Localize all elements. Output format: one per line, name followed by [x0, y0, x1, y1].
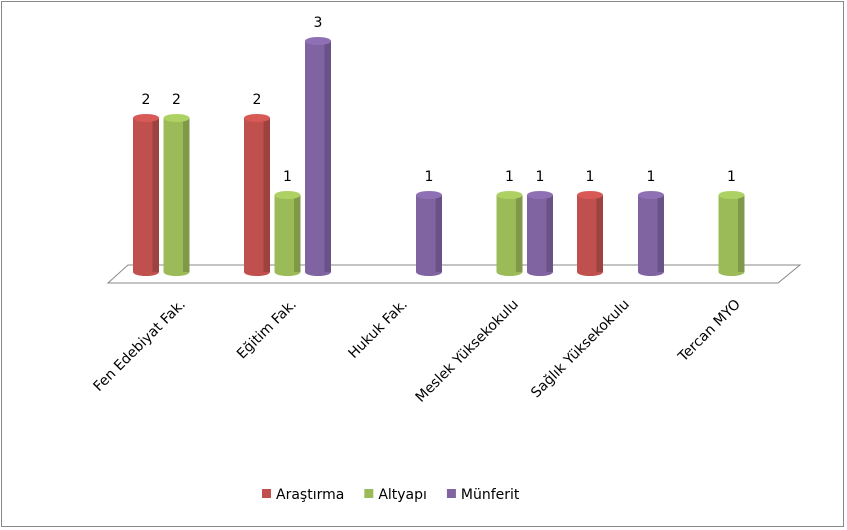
data-label: 2	[142, 92, 151, 108]
bar	[163, 114, 190, 276]
data-label: 1	[647, 169, 656, 185]
bar-part	[324, 41, 331, 272]
bar	[305, 37, 331, 276]
bar-part	[516, 195, 523, 272]
data-label: 1	[727, 169, 736, 185]
bar-part	[263, 118, 270, 272]
data-label: 1	[283, 169, 292, 185]
bar	[416, 191, 442, 276]
bar	[527, 191, 553, 276]
floor	[106, 264, 802, 284]
data-label: 1	[425, 169, 434, 185]
bar	[496, 191, 523, 276]
bar	[133, 114, 159, 276]
legend-label: Münferit	[461, 487, 520, 503]
bar	[274, 191, 301, 276]
bar-part	[416, 191, 442, 199]
data-label: 1	[536, 169, 545, 185]
bar	[244, 114, 270, 276]
bar-part	[657, 195, 664, 272]
bar-part	[163, 114, 190, 122]
bar-part	[435, 195, 442, 272]
legend-label: Altyapı	[378, 487, 427, 503]
bar	[718, 191, 745, 276]
data-label: 1	[586, 169, 595, 185]
bar-part	[738, 195, 745, 272]
legend-swatch	[262, 489, 271, 498]
data-label: 3	[314, 15, 323, 31]
legend-swatch	[364, 489, 374, 498]
data-label: 1	[505, 169, 514, 185]
bar-part	[596, 195, 603, 272]
bar-part	[546, 195, 553, 272]
bar-part	[244, 114, 270, 122]
bar-part	[527, 191, 553, 199]
data-label: 2	[253, 92, 262, 108]
data-label: 2	[172, 92, 181, 108]
bar	[638, 191, 664, 276]
bar-part	[133, 114, 159, 122]
bar-part	[274, 191, 301, 199]
bar-part	[305, 37, 331, 45]
bar-part	[638, 191, 664, 199]
bar-part	[152, 118, 159, 272]
legend-label: Araştırma	[276, 487, 344, 503]
bar-part	[294, 195, 301, 272]
bar	[577, 191, 603, 276]
bar-part	[718, 191, 745, 199]
bar-part	[577, 191, 603, 199]
legend-swatch	[446, 489, 456, 498]
bar-part	[496, 191, 523, 199]
bar-part	[183, 118, 190, 272]
